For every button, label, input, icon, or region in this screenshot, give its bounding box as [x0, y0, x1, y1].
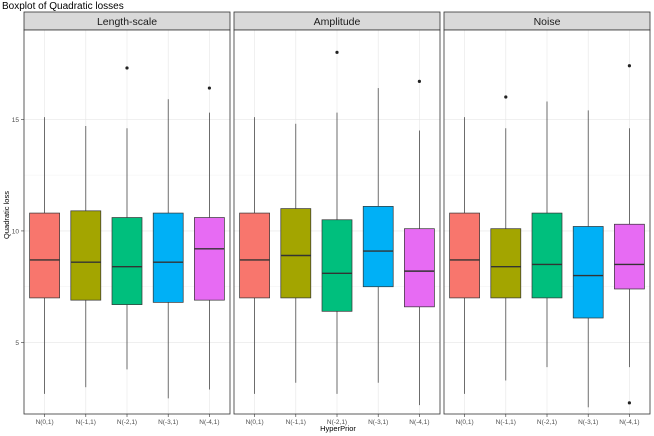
x-tick-label-n-4-1: N(-4,1) — [199, 419, 219, 426]
facet-noise: Noise N(0,1) N(-1,1) N(-2,1) N(-3,1) N(-4,1) — [443, 11, 651, 426]
box-noise-n-2-1 — [531, 101, 563, 368]
y-tick-label-10: 10 — [12, 228, 20, 235]
outlier-point — [207, 86, 211, 90]
x-tick-label-n-1-1: N(-1,1) — [496, 419, 516, 426]
box-body — [614, 223, 645, 290]
x-tick-label-n-3-1: N(-3,1) — [578, 419, 598, 426]
box-body — [111, 217, 143, 305]
outlier-point — [627, 401, 632, 405]
box-noise-n-4-1 — [614, 64, 645, 405]
box-amplitude-n-3-1 — [362, 88, 394, 383]
x-tick-label-n-2-1: N(-2,1) — [537, 419, 557, 426]
box-amplitude-n-4-1 — [404, 79, 435, 406]
box-body — [239, 212, 270, 299]
x-tick-label-n-3-1: N(-3,1) — [368, 419, 388, 426]
y-tick-label-15: 15 — [12, 117, 20, 124]
strip-label-amplitude: Amplitude — [314, 16, 361, 28]
box-body — [152, 212, 184, 303]
box-body — [321, 219, 353, 312]
box-body — [449, 212, 480, 299]
strip-label-noise: Noise — [534, 16, 561, 28]
box-length-scale-n-4-1 — [194, 86, 225, 390]
box-length-scale-n-0-1 — [29, 117, 60, 394]
box-noise-n-1-1 — [490, 95, 522, 381]
box-body — [362, 206, 394, 288]
box-length-scale-n-1-1 — [70, 126, 102, 388]
x-tick-label-n-1-1: N(-1,1) — [286, 419, 306, 426]
box-amplitude-n-2-1 — [321, 50, 353, 394]
outlier-point — [627, 64, 632, 68]
outlier-point — [417, 79, 421, 83]
box-amplitude-n-1-1 — [280, 123, 312, 383]
x-tick-label-n-0-1: N(0,1) — [246, 419, 264, 426]
strip-label-length-scale: Length-scale — [97, 16, 157, 28]
chart-title: Boxplot of Quadratic losses — [2, 1, 124, 12]
facet-amplitude: Amplitude N(0,1) N(-1,1) N(-2,1) N(-3,1) N(-4… — [233, 11, 441, 426]
box-body — [70, 210, 102, 301]
box-length-scale-n-3-1 — [152, 99, 184, 399]
x-tick-label-n-4-1: N(-4,1) — [409, 419, 429, 426]
box-noise-n-3-1 — [572, 110, 604, 408]
box-body — [490, 228, 522, 299]
x-tick-label-n-1-1: N(-1,1) — [76, 419, 96, 426]
y-axis-label: Quadratic loss — [2, 191, 11, 239]
x-tick-label-n-4-1: N(-4,1) — [619, 419, 639, 426]
x-tick-label-n-3-1: N(-3,1) — [158, 419, 178, 426]
x-tick-label-n-2-1: N(-2,1) — [327, 419, 347, 426]
box-amplitude-n-0-1 — [239, 117, 270, 394]
outlier-point — [335, 50, 339, 54]
outlier-point — [504, 95, 508, 99]
y-tick-label-5: 5 — [15, 340, 19, 347]
box-length-scale-n-2-1 — [111, 66, 143, 370]
x-axis-label: HyperPrior — [320, 424, 356, 433]
outlier-point — [125, 66, 129, 70]
x-tick-label-n-2-1: N(-2,1) — [117, 419, 137, 426]
facet-length-scale: Length-scale N(0,1) N(-1,1) N(-2,1) N(-3,1) N… — [23, 11, 231, 426]
box-body — [29, 212, 60, 299]
box-body — [404, 228, 435, 308]
box-noise-n-0-1 — [449, 117, 480, 394]
box-body — [572, 226, 604, 319]
x-tick-label-n-0-1: N(0,1) — [36, 419, 54, 426]
box-body — [280, 208, 312, 299]
box-body — [531, 212, 563, 299]
x-tick-label-n-0-1: N(0,1) — [456, 419, 474, 426]
box-body — [194, 217, 225, 301]
